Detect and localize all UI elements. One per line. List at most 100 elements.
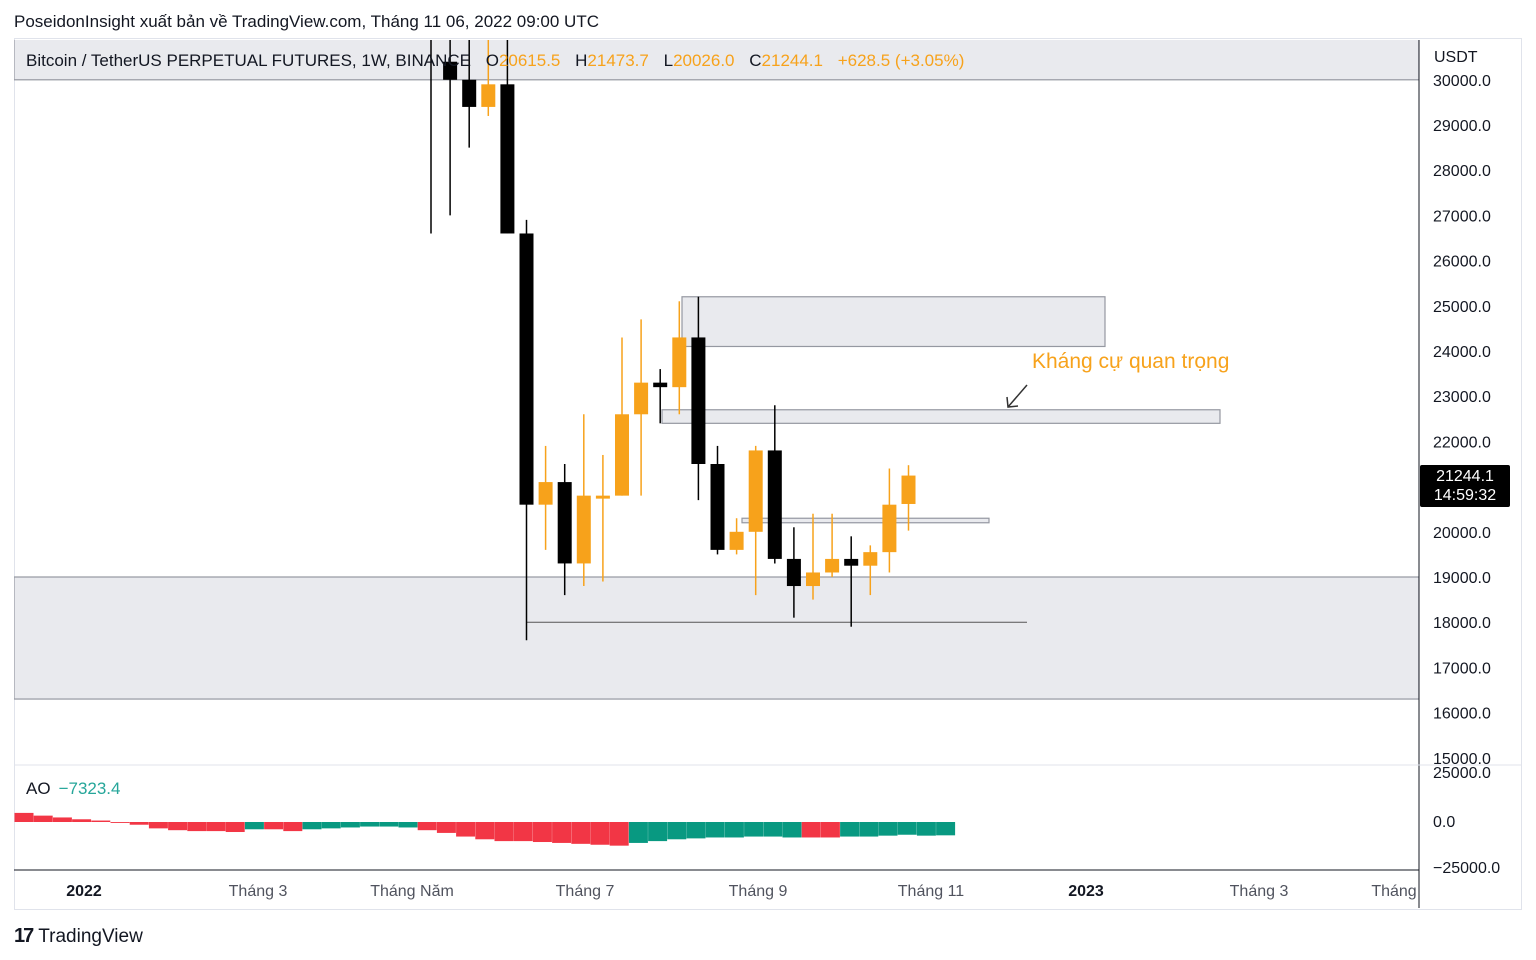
ao-bar [264, 822, 284, 830]
ao-bar [936, 822, 956, 836]
low-value: 20026.0 [673, 51, 735, 70]
price-tick-label: 19000.0 [1433, 570, 1491, 587]
ao-bar [225, 822, 245, 833]
ao-bar [321, 822, 341, 829]
price-tick-label: 16000.0 [1433, 706, 1491, 723]
price-tick-label: 27000.0 [1433, 208, 1491, 225]
price-tick-label: 23000.0 [1433, 389, 1491, 406]
ao-bar [763, 822, 783, 837]
ao-value: −7323.4 [58, 779, 121, 798]
annotation-text[interactable]: Kháng cự quan trọng [1032, 350, 1230, 373]
price-tick-label: 24000.0 [1433, 344, 1491, 361]
ao-bar [744, 822, 764, 837]
ao-bar [552, 822, 572, 843]
time-tick-label: Tháng [1371, 883, 1416, 900]
price-tick-label: 15000.0 [1433, 751, 1491, 768]
price-tick-label: 17000.0 [1433, 660, 1491, 677]
candle-body [825, 558, 840, 573]
open-value: 20615.5 [498, 51, 561, 70]
close-value: 21244.1 [761, 51, 823, 70]
ao-bar [532, 822, 552, 843]
candle-body [424, 35, 438, 40]
ao-bar [302, 822, 322, 830]
candle-body [519, 233, 534, 505]
ao-bar [436, 822, 456, 833]
candle-body [767, 450, 782, 559]
ao-bar [129, 822, 149, 825]
ao-bar [244, 822, 264, 830]
ao-bar [379, 822, 399, 827]
ao-bar [878, 822, 898, 836]
candle-body [481, 84, 496, 107]
ao-bar [475, 822, 495, 840]
publish-line: PoseidonInsight xuất bản về TradingView.… [14, 12, 599, 31]
ao-bar [571, 822, 591, 844]
high-value: 21473.7 [587, 51, 649, 70]
ao-bar [187, 822, 207, 832]
time-tick-label: Tháng 11 [898, 883, 965, 900]
ao-bar [628, 822, 648, 843]
ao-legend[interactable]: AO −7323.4 [26, 779, 121, 799]
footer-brand[interactable]: 17 TradingView [14, 925, 143, 948]
candle-body [557, 482, 572, 564]
candle-body [901, 475, 916, 504]
price-tick-label: 25000.0 [1433, 299, 1491, 316]
ao-bar [52, 817, 72, 822]
chart-frame [14, 38, 1522, 910]
candle-body [615, 414, 629, 496]
brand-name: TradingView [38, 925, 143, 947]
time-tick-label: 2022 [66, 883, 102, 900]
candle-body [806, 572, 820, 587]
resistance-zone [741, 517, 990, 524]
candle-body [653, 382, 668, 388]
ao-bar [782, 822, 802, 838]
ao-bar [590, 822, 610, 845]
price-tick-label: 26000.0 [1433, 254, 1491, 271]
ao-name: AO [26, 779, 51, 798]
ao-bar [609, 822, 629, 846]
ao-bar [283, 822, 303, 832]
symbol-name: Bitcoin / TetherUS PERPETUAL FUTURES, 1W… [26, 51, 471, 70]
last-price: 21244.1 [1436, 468, 1494, 485]
ao-bar [705, 822, 725, 838]
price-tick-label: 22000.0 [1433, 434, 1491, 451]
ao-bar [72, 819, 92, 822]
ao-bar [417, 822, 437, 831]
ao-tick-label: 0.0 [1433, 814, 1455, 831]
resistance-zone [681, 296, 1106, 348]
candle-body [500, 84, 515, 234]
annotation-arrow [1007, 384, 1028, 408]
ao-bar [724, 822, 744, 838]
ao-bar [820, 822, 840, 838]
candle-body [786, 558, 801, 587]
price-tick-label: 28000.0 [1433, 163, 1491, 180]
resistance-zone [661, 409, 1221, 424]
candle-body [863, 552, 878, 566]
price-tick-label: 29000.0 [1433, 118, 1491, 135]
ao-bar [494, 822, 514, 842]
resistance-zone [14, 576, 1419, 700]
symbol-legend[interactable]: Bitcoin / TetherUS PERPETUAL FUTURES, 1W… [26, 51, 964, 71]
ao-bar [648, 822, 668, 842]
tradingview-logo-icon: 17 [14, 925, 34, 947]
ao-tick-label: −25000.0 [1433, 860, 1500, 877]
ao-bar [110, 822, 130, 823]
main-pane [14, 35, 1419, 700]
candle-body [882, 504, 897, 553]
ao-bar [33, 815, 53, 822]
candle-body [462, 79, 477, 107]
candle-body [634, 382, 649, 415]
ao-bar [897, 822, 917, 835]
ao-bar [840, 822, 860, 837]
last-price-tag: 21244.1 14:59:32 [1420, 465, 1510, 507]
price-tick-label: 30000.0 [1433, 73, 1491, 90]
time-tick-label: 2023 [1068, 883, 1104, 900]
change-value: +628.5 (+3.05%) [837, 51, 965, 70]
candle-body [576, 495, 591, 564]
annotation-arrow-head [1006, 396, 1019, 408]
ao-bar [14, 812, 34, 822]
time-tick-label: Tháng 9 [729, 883, 788, 900]
time-tick-label: Tháng 3 [1230, 883, 1289, 900]
ao-bar [398, 822, 418, 828]
